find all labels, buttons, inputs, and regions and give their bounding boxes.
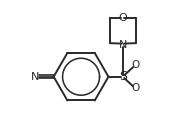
Text: O: O bbox=[131, 83, 140, 93]
Text: O: O bbox=[131, 60, 140, 70]
Text: N: N bbox=[119, 40, 127, 50]
Text: N: N bbox=[31, 72, 39, 82]
Text: O: O bbox=[119, 13, 127, 23]
Text: S: S bbox=[119, 70, 127, 83]
